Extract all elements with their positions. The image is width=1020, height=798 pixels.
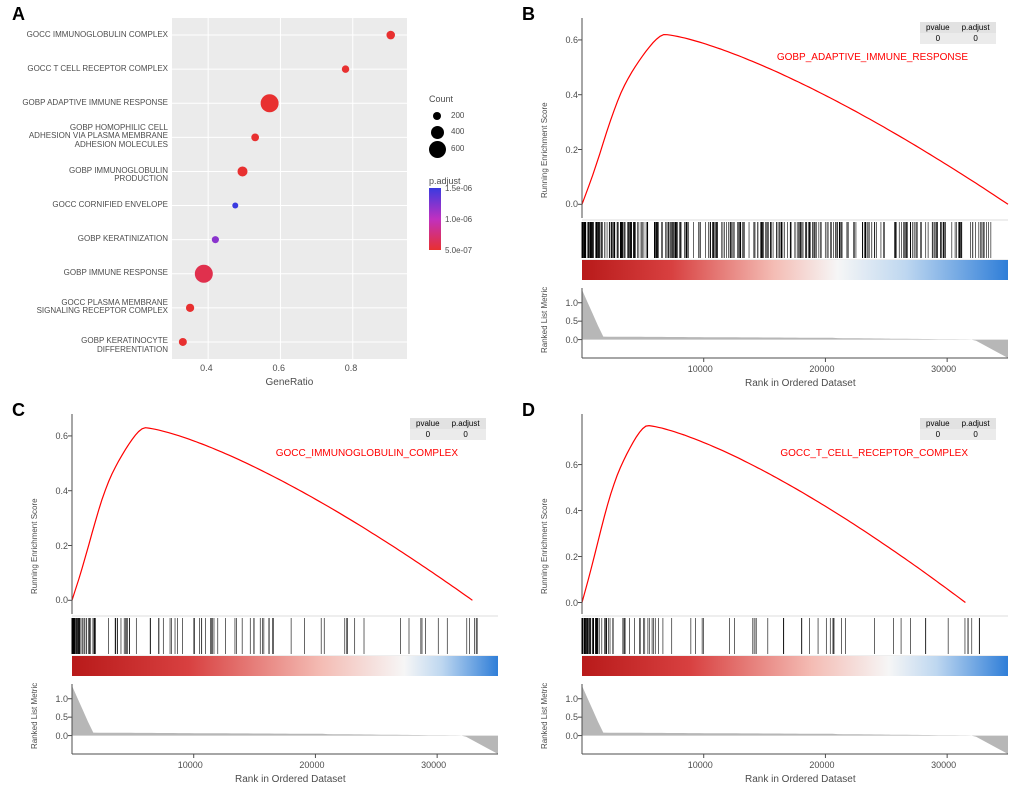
legend-count-label: 200 bbox=[451, 111, 464, 120]
dotplot-term-label: GOBP IMMUNOGLOBULIN PRODUCTION bbox=[14, 167, 168, 184]
metric-ytick: 0.0 bbox=[558, 335, 578, 345]
es-ytick: 0.6 bbox=[558, 35, 578, 45]
legend-padj-label: 5.0e-07 bbox=[445, 246, 472, 255]
gsea-xtick: 30000 bbox=[421, 760, 446, 770]
metric-ytick: 0.0 bbox=[558, 731, 578, 741]
legend-padj-label: 1.0e-06 bbox=[445, 215, 472, 224]
dotplot-term-label: GOBP IMMUNE RESPONSE bbox=[14, 269, 168, 277]
metric-ytick: 1.0 bbox=[48, 694, 68, 704]
metric-ytick: 0.5 bbox=[558, 712, 578, 722]
dotplot-term-label: GOCC T CELL RECEPTOR COMPLEX bbox=[14, 65, 168, 73]
dotplot-term-label: GOBP KERATINOCYTE DIFFERENTIATION bbox=[14, 337, 168, 354]
es-ytick: 0.2 bbox=[48, 541, 68, 551]
gsea-xlabel: Rank in Ordered Dataset bbox=[745, 774, 856, 785]
gsea-xtick: 10000 bbox=[178, 760, 203, 770]
es-ylabel: Running Enrichment Score bbox=[30, 498, 39, 594]
pvalue-table: pvaluep.adjust00 bbox=[920, 418, 996, 440]
dotplot-xtick: 0.6 bbox=[272, 363, 285, 373]
dotplot-xtick: 0.8 bbox=[345, 363, 358, 373]
es-ytick: 0.0 bbox=[48, 595, 68, 605]
es-ytick: 0.6 bbox=[48, 431, 68, 441]
gsea-term-label: GOBP_ADAPTIVE_IMMUNE_RESPONSE bbox=[768, 52, 968, 63]
gsea-xlabel: Rank in Ordered Dataset bbox=[745, 378, 856, 389]
es-ytick: 0.0 bbox=[558, 199, 578, 209]
metric-ytick: 0.0 bbox=[48, 731, 68, 741]
es-ytick: 0.4 bbox=[558, 506, 578, 516]
gsea-term-label: GOCC_IMMUNOGLOBULIN_COMPLEX bbox=[258, 448, 458, 459]
gsea-xtick: 10000 bbox=[688, 364, 713, 374]
gsea-term-label: GOCC_T_CELL_RECEPTOR_COMPLEX bbox=[768, 448, 968, 459]
gsea-xtick: 10000 bbox=[688, 760, 713, 770]
gsea-xtick: 20000 bbox=[809, 364, 834, 374]
gsea-xtick: 20000 bbox=[809, 760, 834, 770]
legend-count-dot bbox=[433, 112, 441, 120]
metric-ylabel: Ranked List Metric bbox=[30, 683, 39, 749]
es-ytick: 0.0 bbox=[558, 598, 578, 608]
dotplot-term-label: GOBP ADAPTIVE IMMUNE RESPONSE bbox=[14, 99, 168, 107]
metric-ytick: 1.0 bbox=[558, 694, 578, 704]
dotplot-term-label: GOBP HOMOPHILIC CELLADHESION VIA PLASMA … bbox=[14, 124, 168, 149]
gsea-xlabel: Rank in Ordered Dataset bbox=[235, 774, 346, 785]
dotplot-term-label: GOBP KERATINIZATION bbox=[14, 235, 168, 243]
legend-count-title: Count bbox=[429, 94, 453, 104]
metric-ytick: 1.0 bbox=[558, 298, 578, 308]
es-ylabel: Running Enrichment Score bbox=[540, 102, 549, 198]
dotplot-xlabel: GeneRatio bbox=[266, 377, 314, 388]
legend-padj-label: 1.5e-06 bbox=[445, 184, 472, 193]
es-ytick: 0.4 bbox=[558, 90, 578, 100]
es-ylabel: Running Enrichment Score bbox=[540, 498, 549, 594]
pvalue-table: pvaluep.adjust00 bbox=[920, 22, 996, 44]
metric-ytick: 0.5 bbox=[558, 316, 578, 326]
dotplot-term-label: GOCC PLASMA MEMBRANESIGNALING RECEPTOR C… bbox=[14, 299, 168, 316]
es-ytick: 0.4 bbox=[48, 486, 68, 496]
gsea-xtick: 20000 bbox=[299, 760, 324, 770]
metric-ylabel: Ranked List Metric bbox=[540, 287, 549, 353]
es-ytick: 0.2 bbox=[558, 552, 578, 562]
dotplot-xtick: 0.4 bbox=[200, 363, 213, 373]
legend-count-label: 400 bbox=[451, 127, 464, 136]
figure: AGOCC IMMUNOGLOBULIN COMPLEXGOCC T CELL … bbox=[0, 0, 1020, 798]
pvalue-table: pvaluep.adjust00 bbox=[410, 418, 486, 440]
gsea-xtick: 30000 bbox=[931, 364, 956, 374]
metric-ytick: 0.5 bbox=[48, 712, 68, 722]
legend-count-label: 600 bbox=[451, 144, 464, 153]
dotplot-term-label: GOCC CORNIFIED ENVELOPE bbox=[14, 201, 168, 209]
es-ytick: 0.2 bbox=[558, 145, 578, 155]
legend-count-dot bbox=[429, 141, 446, 158]
legend-count-dot bbox=[431, 126, 444, 139]
dotplot-term-label: GOCC IMMUNOGLOBULIN COMPLEX bbox=[14, 31, 168, 39]
gsea-xtick: 30000 bbox=[931, 760, 956, 770]
metric-ylabel: Ranked List Metric bbox=[540, 683, 549, 749]
es-ytick: 0.6 bbox=[558, 460, 578, 470]
